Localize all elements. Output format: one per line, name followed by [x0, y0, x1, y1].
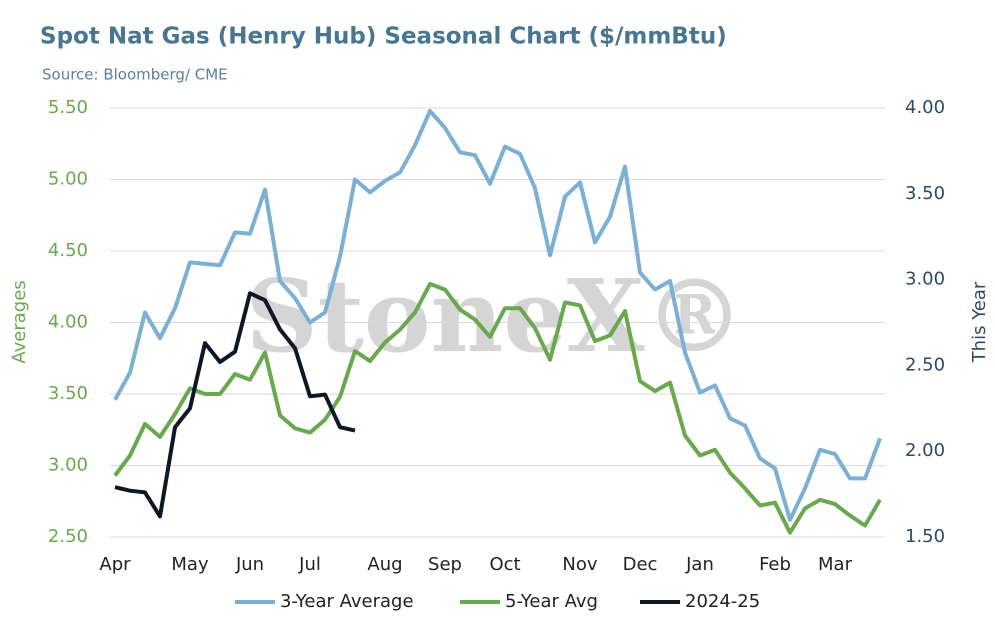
y-tick-label: 5.00	[48, 169, 88, 190]
x-tick-label: Jul	[298, 554, 321, 575]
line-series	[113, 108, 882, 522]
x-tick-label: Sep	[428, 554, 462, 575]
y-tick-label: 4.50	[48, 240, 88, 261]
y-tick-label: 2.50	[48, 526, 88, 547]
line-series	[113, 281, 882, 535]
legend-label: 3-Year Average	[280, 591, 414, 612]
y2-tick-label: 4.00	[905, 97, 945, 118]
chart-title: Spot Nat Gas (Henry Hub) Seasonal Chart …	[40, 24, 727, 50]
x-tick-label: May	[171, 554, 209, 575]
x-tick-label: Mar	[818, 554, 853, 575]
y-tick-label: 3.00	[48, 455, 88, 476]
watermark: StoneX®	[245, 257, 744, 375]
y-tick-label: 4.00	[48, 312, 88, 333]
x-tick-label: Nov	[562, 554, 597, 575]
y2-tick-label: 3.00	[905, 269, 945, 290]
x-tick-label: Aug	[367, 554, 402, 575]
x-tick-label: Oct	[489, 554, 520, 575]
y2-tick-label: 2.00	[905, 440, 945, 461]
x-tick-label: Jan	[685, 554, 714, 575]
x-tick-label: Jun	[235, 554, 264, 575]
chart-subtitle: Source: Bloomberg/ CME	[42, 66, 228, 84]
y2-tick-label: 3.50	[905, 183, 945, 204]
y2-tick-label: 1.50	[905, 526, 945, 547]
y-tick-label: 3.50	[48, 383, 88, 404]
line-series	[114, 291, 356, 519]
x-tick-label: Apr	[99, 554, 131, 575]
y-tick-label: 5.50	[48, 97, 88, 118]
x-tick-label: Feb	[759, 554, 791, 575]
x-tick-label: Dec	[623, 554, 658, 575]
legend-label: 5-Year Avg	[505, 591, 598, 612]
y2-tick-label: 2.50	[905, 354, 945, 375]
legend-label: 2024-25	[685, 591, 760, 612]
y-axis-label: Averages	[9, 280, 30, 363]
y2-axis-label: This Year	[969, 281, 990, 363]
